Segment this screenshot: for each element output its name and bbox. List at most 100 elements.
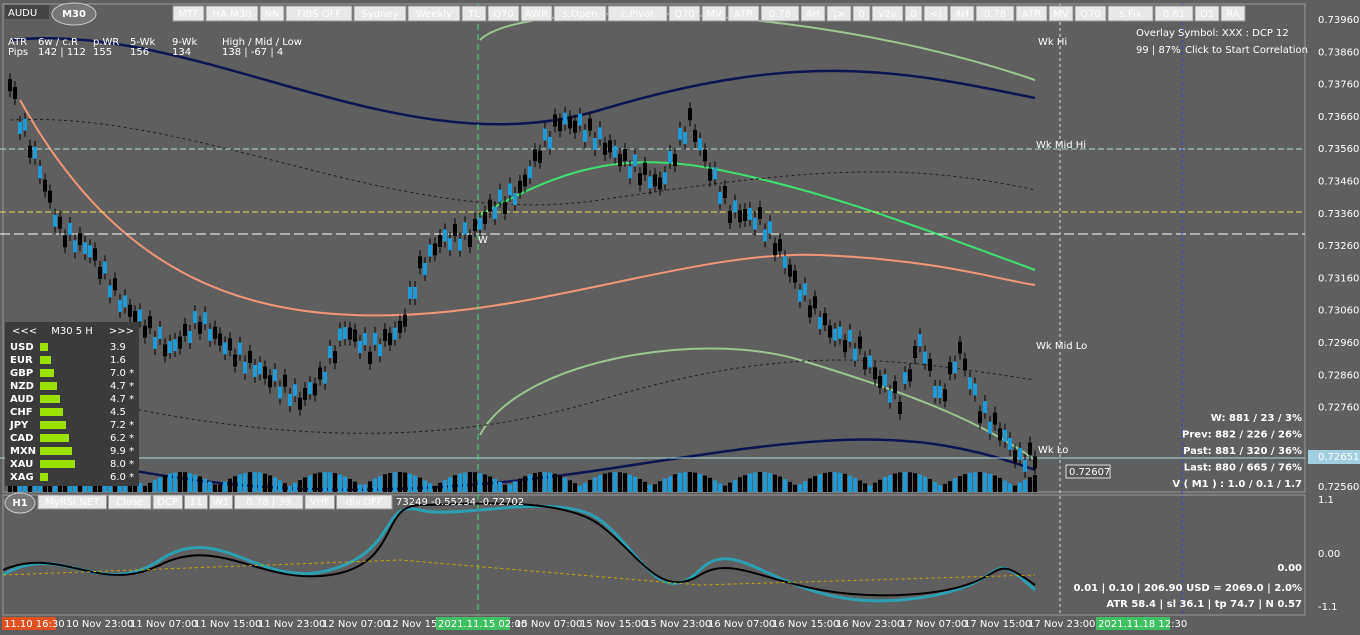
toolbar-label[interactable]: Weekly: [416, 9, 452, 20]
toolbar-button[interactable]: [1048, 5, 1074, 22]
toolbar-button[interactable]: [1074, 5, 1107, 22]
volume: [768, 473, 772, 492]
lower-button[interactable]: [184, 494, 208, 510]
lower-label[interactable]: VHF: [310, 497, 330, 508]
toolbar-button[interactable]: [553, 5, 607, 22]
candle: [78, 233, 82, 246]
toolbar-button[interactable]: [800, 5, 826, 22]
toolbar-label[interactable]: AWR: [525, 9, 548, 20]
toolbar-label[interactable]: FIBS OFF: [297, 9, 342, 20]
lower-label[interactable]: Close: [116, 497, 143, 508]
toolbar-label[interactable]: s.Fix: [1119, 9, 1141, 20]
candle: [163, 344, 167, 357]
strength-header[interactable]: >>>: [109, 326, 134, 337]
toolbar-button[interactable]: [259, 5, 285, 22]
toolbar-label[interactable]: 0: [858, 9, 864, 20]
toolbar-button[interactable]: [975, 5, 1015, 22]
candle: [583, 129, 587, 142]
toolbar-label[interactable]: c.Pivot: [621, 9, 654, 20]
lower-button[interactable]: [152, 494, 183, 510]
toolbar-label[interactable]: RA: [1226, 9, 1240, 20]
toolbar-label[interactable]: 0: [910, 9, 916, 20]
lower-button[interactable]: [37, 494, 107, 510]
candle: [263, 366, 267, 379]
candle: [923, 351, 927, 364]
toolbar-button[interactable]: [461, 5, 487, 22]
toolbar-button[interactable]: [852, 5, 871, 22]
toolbar-label[interactable]: MTF: [178, 9, 199, 20]
toolbar-button[interactable]: [949, 5, 975, 22]
candle: [58, 216, 62, 229]
toolbar-button[interactable]: [205, 5, 259, 22]
toolbar-label[interactable]: 0.78: [769, 9, 791, 20]
toolbar-button[interactable]: [1154, 5, 1194, 22]
lower-button[interactable]: [108, 494, 152, 510]
toolbar-button[interactable]: [826, 5, 852, 22]
overlay-title: Overlay Symbol: XXX : DCP 12: [1136, 28, 1289, 39]
toolbar-button[interactable]: [353, 5, 407, 22]
lower-button[interactable]: [304, 494, 335, 510]
toolbar-button[interactable]: [1107, 5, 1154, 22]
toolbar-label[interactable]: Q70: [674, 9, 695, 20]
toolbar-button[interactable]: [1194, 5, 1220, 22]
toolbar-label[interactable]: Q70: [1080, 9, 1101, 20]
strength-header[interactable]: <<<: [12, 326, 37, 337]
candle: [208, 328, 212, 341]
toolbar-button[interactable]: [904, 5, 923, 22]
toolbar-label[interactable]: ATR: [734, 9, 753, 20]
lower-label[interactable]: W1: [213, 497, 229, 508]
lower-label[interactable]: div.OFF: [346, 497, 383, 508]
toolbar-button[interactable]: [1220, 5, 1246, 22]
toolbar-button[interactable]: [487, 5, 520, 22]
toolbar-button[interactable]: [668, 5, 701, 22]
toolbar-label[interactable]: <|: [930, 9, 942, 20]
toolbar-label[interactable]: MV: [706, 9, 722, 20]
volume: [328, 472, 332, 492]
toolbar-label[interactable]: TL: [467, 9, 480, 20]
toolbar-label[interactable]: 0.78: [984, 9, 1006, 20]
overlay-action[interactable]: Click to Start Correlation: [1185, 45, 1308, 56]
toolbar-button[interactable]: [871, 5, 904, 22]
candle: [1018, 447, 1022, 460]
toolbar-button[interactable]: [407, 5, 461, 22]
toolbar-label[interactable]: ATR: [1022, 9, 1041, 20]
toolbar-label[interactable]: MV: [1053, 9, 1069, 20]
strength-bar: [40, 395, 60, 403]
toolbar-label[interactable]: NN: [265, 9, 280, 20]
volume: [413, 475, 417, 492]
toolbar-label[interactable]: Q70: [493, 9, 514, 20]
candle: [1033, 456, 1037, 469]
candle: [93, 248, 97, 261]
lower-label[interactable]: DCP: [157, 497, 178, 508]
toolbar-label[interactable]: |>: [833, 9, 845, 20]
volume: [673, 474, 677, 492]
candle: [193, 311, 197, 324]
lower-button[interactable]: [234, 494, 304, 510]
candle: [13, 86, 17, 99]
toolbar-label[interactable]: v2v: [878, 9, 896, 20]
toolbar-label[interactable]: 0.61: [1163, 9, 1185, 20]
toolbar-label[interactable]: HA M30: [213, 9, 252, 20]
toolbar-button[interactable]: [607, 5, 668, 22]
lower-label[interactable]: 11: [190, 497, 203, 508]
volume: [273, 477, 277, 492]
toolbar-button[interactable]: [760, 5, 800, 22]
toolbar-button[interactable]: [520, 5, 553, 22]
toolbar-button[interactable]: [701, 5, 727, 22]
toolbar-label[interactable]: D1: [1200, 9, 1214, 20]
toolbar-button[interactable]: [727, 5, 760, 22]
toolbar-label[interactable]: 4H: [955, 9, 969, 20]
lower-label[interactable]: 0.78 | 39: [246, 497, 291, 508]
toolbar-button[interactable]: [172, 5, 205, 22]
toolbar-label[interactable]: s.Open: [562, 9, 597, 20]
toolbar-label[interactable]: 4H: [806, 9, 820, 20]
toolbar-button[interactable]: [285, 5, 353, 22]
lower-button[interactable]: [209, 494, 233, 510]
candle: [48, 190, 52, 203]
lower-button[interactable]: [336, 494, 393, 510]
stat-value: 142 | 112: [38, 47, 86, 58]
toolbar-label[interactable]: Sydney: [361, 9, 398, 20]
toolbar-button[interactable]: [1015, 5, 1048, 22]
toolbar-button[interactable]: [923, 5, 949, 22]
lower-label[interactable]: MyRSI.NET: [45, 497, 100, 508]
